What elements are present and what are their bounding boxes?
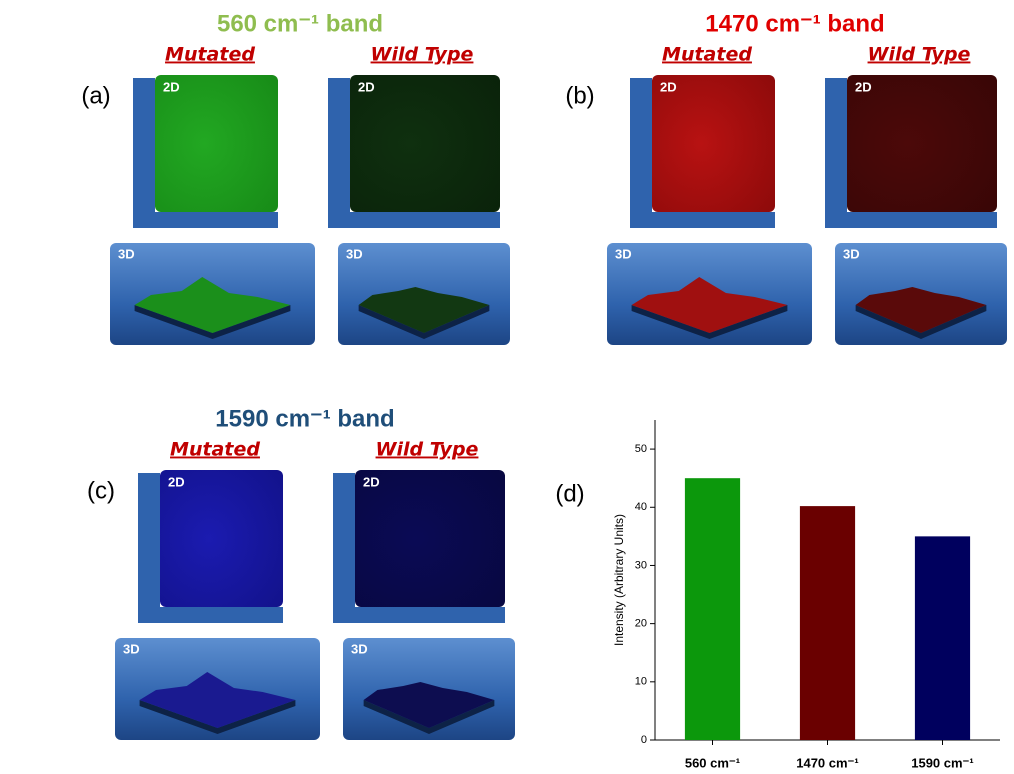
map-2d [350,75,500,212]
map-2d [847,75,997,212]
view-label: 2D [168,474,185,489]
y-tick-label: 0 [641,734,647,746]
sample-name: Mutated [170,439,260,461]
axis-strip [825,78,847,228]
axis-strip [630,78,652,228]
sample-name: Wild Type [376,439,479,461]
y-tick-label: 40 [635,501,647,513]
y-tick-label: 30 [635,559,647,571]
view-label: 2D [358,79,375,94]
view-label: 2D [363,474,380,489]
bar [800,506,855,740]
axis-strip [133,212,278,228]
axis-strip [328,212,500,228]
view-label: 2D [855,79,872,94]
axis-strip [333,607,505,623]
map-2d [652,75,775,212]
panel-label: (c) [87,477,115,504]
sample-name: Wild Type [868,44,971,66]
axis-strip [333,473,355,623]
y-tick-label: 50 [635,443,647,455]
panel-title: 1470 cm⁻¹ band [705,10,884,37]
view-label: 3D [351,641,368,656]
map-2d [355,470,505,607]
sample-name: Mutated [165,44,255,66]
axis-strip [138,473,160,623]
y-tick-label: 20 [635,618,647,630]
x-tick-label: 1590 cm⁻¹ [911,755,974,770]
axis-strip [825,212,997,228]
view-label: 3D [843,246,860,261]
y-tick-label: 10 [635,676,647,688]
figure: 560 cm⁻¹ band (a) Mutated 2D 3D Wild Type 2D 3D… [0,0,1014,774]
bar [915,536,970,740]
panel-title: 1590 cm⁻¹ band [215,405,394,432]
panel-label: (b) [565,82,594,109]
axis-strip [138,607,283,623]
view-label: 3D [346,246,363,261]
map-2d [160,470,283,607]
view-label: 2D [660,79,677,94]
view-label: 3D [123,641,140,656]
bar [685,478,740,740]
panel-label: (d) [555,480,584,507]
axis-strip [630,212,775,228]
axis-strip [328,78,350,228]
view-label: 3D [615,246,632,261]
x-tick-label: 1470 cm⁻¹ [796,755,859,770]
view-label: 3D [118,246,135,261]
sample-name: Wild Type [371,44,474,66]
y-axis-label: Intensity (Arbitrary Units) [612,514,626,646]
view-label: 2D [163,79,180,94]
panel-title: 560 cm⁻¹ band [217,10,383,37]
map-2d [155,75,278,212]
axis-strip [133,78,155,228]
sample-name: Mutated [662,44,752,66]
panel-label: (a) [81,82,110,109]
x-tick-label: 560 cm⁻¹ [685,755,740,770]
